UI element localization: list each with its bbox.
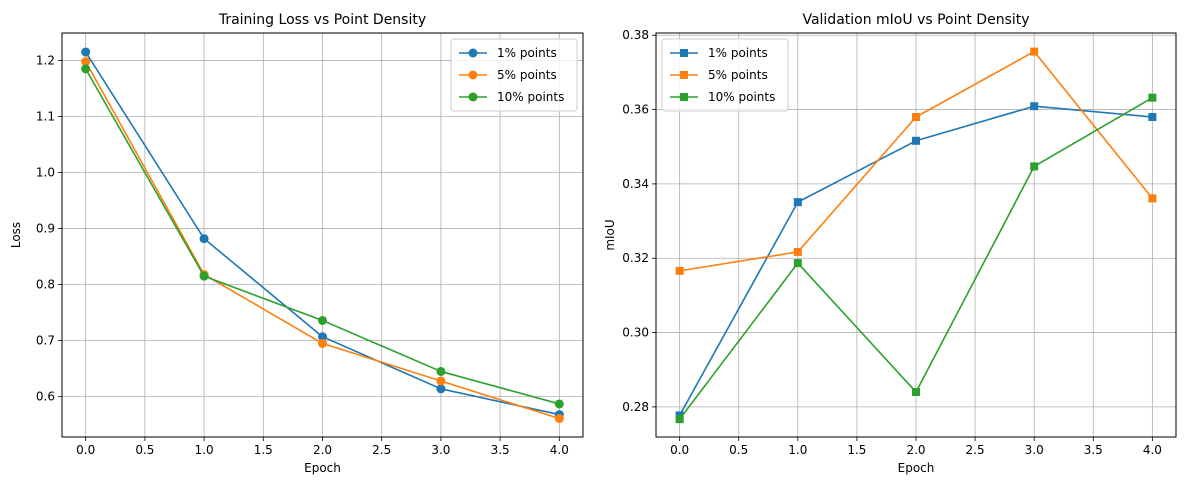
chart-title: Training Loss vs Point Density bbox=[218, 12, 426, 28]
legend-marker bbox=[680, 93, 688, 101]
y-tick-label: 0.32 bbox=[622, 251, 649, 265]
y-tick-label: 0.34 bbox=[622, 177, 649, 191]
y-axis-label: Loss bbox=[9, 222, 23, 248]
y-tick-label: 0.36 bbox=[622, 103, 649, 117]
x-tick-label: 0.5 bbox=[135, 443, 154, 457]
y-tick-label: 0.8 bbox=[36, 278, 55, 292]
legend-box bbox=[450, 38, 578, 112]
x-tick-label: 0.0 bbox=[670, 443, 689, 457]
chart-title: Validation mIoU vs Point Density bbox=[802, 12, 1029, 28]
x-tick-label: 2.5 bbox=[966, 443, 985, 457]
x-tick-label: 2.0 bbox=[313, 443, 332, 457]
x-tick-label: 4.0 bbox=[1143, 443, 1162, 457]
data-point bbox=[199, 271, 209, 281]
data-point bbox=[1030, 162, 1039, 171]
legend-marker bbox=[468, 70, 478, 80]
data-point bbox=[436, 366, 446, 376]
y-tick-label: 0.6 bbox=[36, 390, 55, 404]
x-tick-label: 0.5 bbox=[729, 443, 748, 457]
data-point bbox=[81, 64, 91, 74]
data-point bbox=[1148, 112, 1157, 121]
data-point bbox=[793, 198, 802, 207]
data-point bbox=[1030, 102, 1039, 111]
y-tick-label: 0.7 bbox=[36, 334, 55, 348]
x-tick-label: 3.5 bbox=[491, 443, 510, 457]
data-point bbox=[436, 384, 446, 394]
data-point bbox=[436, 376, 446, 386]
legend-item: 1% points bbox=[670, 46, 768, 60]
legend: 1% points 5% points 10% points bbox=[450, 38, 578, 112]
x-tick-label: 3.5 bbox=[1084, 443, 1103, 457]
data-point bbox=[199, 234, 209, 244]
data-point bbox=[318, 338, 327, 348]
data-point bbox=[1030, 47, 1039, 56]
x-tick-label: 2.5 bbox=[372, 443, 391, 457]
legend-label: 1% points bbox=[708, 46, 768, 60]
x-tick-label: 1.0 bbox=[195, 443, 214, 457]
legend-label: 5% points bbox=[497, 68, 557, 82]
legend-marker bbox=[468, 92, 478, 102]
legend: 1% points 5% points 10% points bbox=[661, 38, 789, 112]
legend-item: 1% points bbox=[459, 46, 557, 60]
legend-item: 10% points bbox=[670, 90, 775, 104]
y-tick-label: 1.2 bbox=[36, 53, 55, 67]
x-tick-label: 1.5 bbox=[847, 443, 866, 457]
data-point bbox=[912, 388, 920, 397]
y-tick-label: 0.38 bbox=[622, 28, 649, 42]
x-tick-label: 1.0 bbox=[788, 443, 807, 457]
data-point bbox=[1148, 194, 1157, 203]
data-point bbox=[793, 259, 802, 268]
data-point bbox=[318, 332, 327, 342]
x-tick-label: 3.0 bbox=[1025, 443, 1044, 457]
data-point bbox=[81, 47, 91, 57]
loss-chart: 0.0 0.5 1.0 1.5 2.0 2.5 3.0 3.5 4.0 0.6 0.7 0.8 0.9 1… bbox=[9, 12, 584, 475]
data-point bbox=[793, 247, 802, 256]
x-tick-label: 4.0 bbox=[550, 443, 569, 457]
y-tick-label: 0.28 bbox=[622, 400, 649, 414]
x-axis-label: Epoch bbox=[304, 461, 341, 475]
legend-label: 5% points bbox=[708, 68, 768, 82]
legend-marker bbox=[680, 49, 688, 57]
legend-box bbox=[661, 38, 789, 112]
data-point bbox=[554, 414, 564, 424]
legend-item: 10% points bbox=[459, 90, 564, 104]
legend-label: 10% points bbox=[708, 90, 775, 104]
axes-frame bbox=[61, 32, 584, 438]
x-axis-label: Epoch bbox=[898, 461, 935, 475]
y-axis-label: mIoU bbox=[603, 219, 617, 250]
legend-item: 5% points bbox=[459, 68, 557, 82]
axes-frame bbox=[655, 32, 1177, 438]
data-point bbox=[675, 415, 684, 424]
data-point bbox=[318, 315, 327, 325]
y-tick-label: 0.30 bbox=[622, 326, 649, 340]
y-tick-label: 0.9 bbox=[36, 222, 55, 236]
data-point bbox=[1148, 93, 1157, 102]
legend-label: 1% points bbox=[497, 46, 557, 60]
x-tick-label: 3.0 bbox=[431, 443, 450, 457]
data-point bbox=[675, 266, 684, 275]
x-tick-label: 0.0 bbox=[76, 443, 95, 457]
legend-marker bbox=[468, 48, 478, 58]
legend-marker bbox=[680, 71, 688, 79]
miou-chart: 0.0 0.5 1.0 1.5 2.0 2.5 3.0 3.5 4.0 0.28 0.30 0.32 0… bbox=[603, 12, 1177, 475]
legend-label: 10% points bbox=[497, 90, 564, 104]
data-point bbox=[81, 57, 91, 67]
y-tick-label: 1.1 bbox=[36, 109, 55, 123]
x-tick-label: 2.0 bbox=[906, 443, 925, 457]
data-point bbox=[912, 136, 920, 145]
legend-item: 5% points bbox=[670, 68, 768, 82]
x-tick-label: 1.5 bbox=[254, 443, 273, 457]
data-point bbox=[912, 112, 920, 121]
data-point bbox=[554, 399, 564, 409]
y-tick-label: 1.0 bbox=[36, 166, 55, 180]
